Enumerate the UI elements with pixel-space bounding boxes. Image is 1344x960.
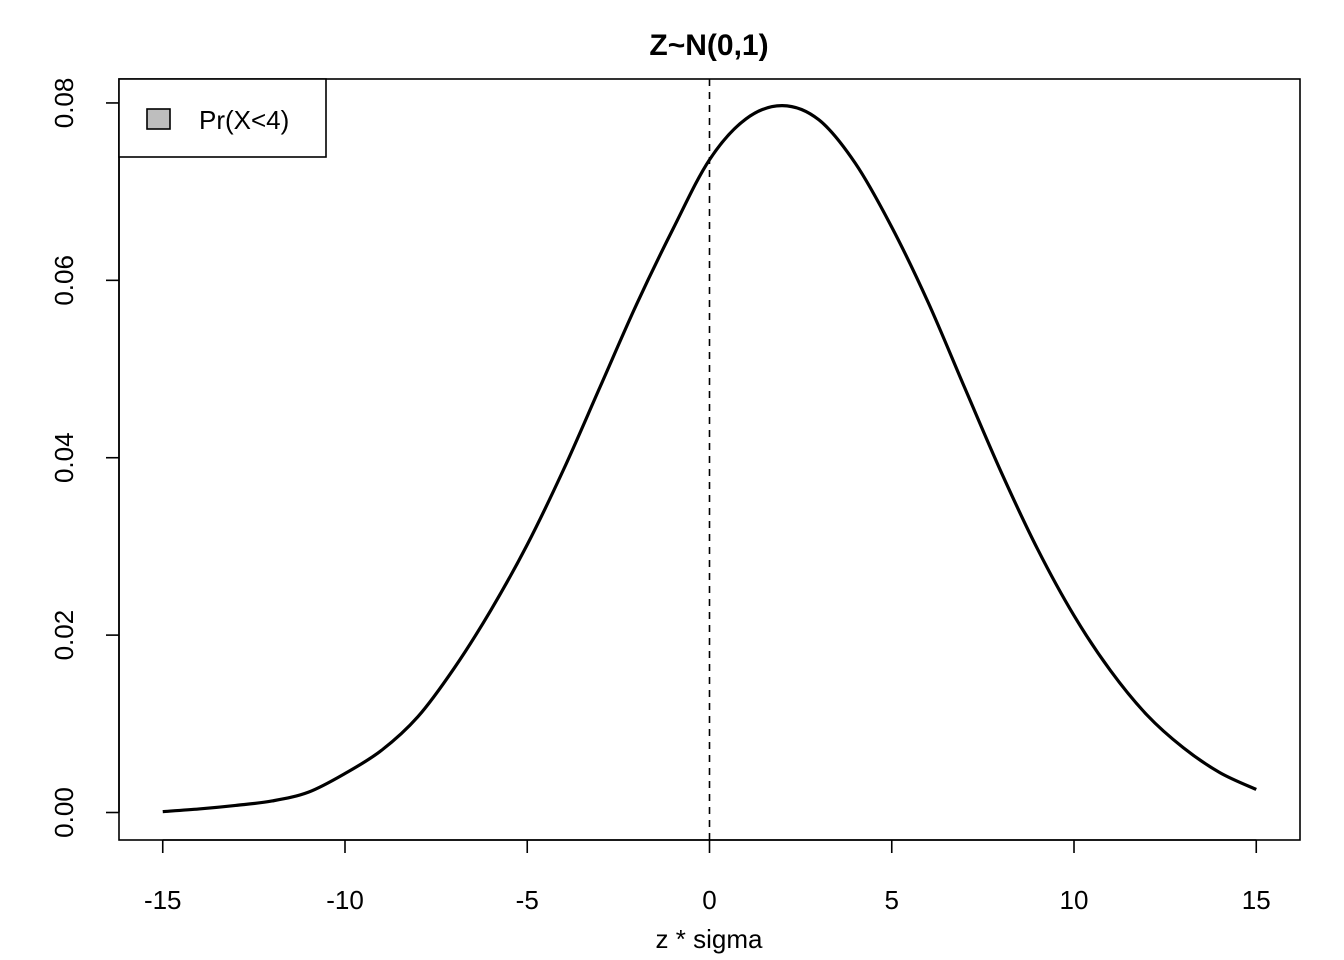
legend-box	[118, 78, 327, 158]
y-tick-label: 0.04	[49, 432, 79, 483]
x-tick-label: 10	[1060, 885, 1089, 915]
x-tick-label: -15	[144, 885, 182, 915]
x-axis-title: z * sigma	[656, 924, 763, 954]
chart-title: Z~N(0,1)	[649, 29, 768, 62]
x-tick-label: 5	[885, 885, 899, 915]
y-tick-label: 0.08	[49, 78, 79, 129]
y-tick-label: 0.00	[49, 787, 79, 838]
x-axis: -15 -10 -5 0 5 10 15	[144, 839, 1271, 915]
y-tick-label: 0.02	[49, 610, 79, 661]
legend-swatch	[146, 108, 171, 130]
legend: Pr(X<4)	[118, 78, 327, 158]
y-axis: 0.00 0.02 0.04 0.06 0.08	[49, 78, 120, 838]
y-tick-label: 0.06	[49, 255, 79, 306]
density-curve	[162, 104, 1257, 814]
legend-label: Pr(X<4)	[199, 105, 289, 135]
x-tick-label: 15	[1242, 885, 1271, 915]
x-tick-label: -10	[326, 885, 364, 915]
x-tick-label: 0	[702, 885, 716, 915]
x-tick-label: -5	[516, 885, 539, 915]
